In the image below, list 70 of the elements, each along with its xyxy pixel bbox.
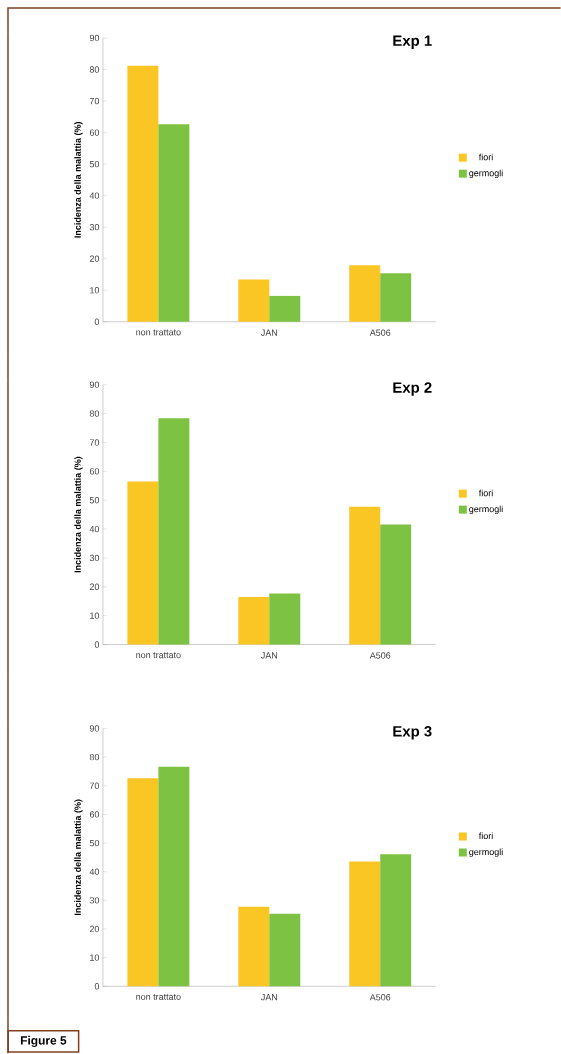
y-tick-label: 10 [89, 954, 99, 961]
y-tick-label: 80 [89, 753, 99, 761]
x-tick-label: A506 [369, 652, 391, 659]
x-tick-label: A506 [369, 994, 391, 1001]
bar [127, 65, 159, 322]
legend-label: germogli [469, 505, 503, 514]
bar [269, 295, 301, 322]
y-tick-label: 0 [94, 318, 99, 325]
y-tick-label: 0 [94, 983, 99, 990]
y-tick-label: 30 [89, 897, 99, 904]
y-axis-title: Incidenza della malattia (%) [74, 122, 83, 238]
bar [269, 593, 301, 645]
y-tick-label: 20 [89, 925, 99, 933]
y-tick-label: 90 [89, 381, 99, 388]
y-tick-label: 10 [89, 612, 99, 619]
y-tick-label: 10 [89, 287, 99, 294]
y-tick-label: 60 [89, 811, 99, 818]
bar [238, 596, 270, 645]
y-tick-label: 0 [94, 641, 99, 648]
y-axis-title: Incidenza della malattia (%) [74, 799, 83, 916]
y-tick-label: 30 [89, 554, 99, 562]
x-tick-label: JAN [260, 329, 277, 336]
x-tick-label: non trattato [136, 994, 181, 1000]
bar [158, 418, 190, 645]
y-tick-label: 60 [89, 129, 99, 136]
bar [380, 273, 412, 322]
bar [127, 778, 159, 987]
y-tick-label: 40 [89, 868, 99, 875]
y-tick-label: 80 [89, 66, 99, 73]
x-tick-label: JAN [260, 652, 277, 659]
x-tick-label: non trattato [136, 652, 181, 659]
bar [158, 124, 190, 322]
y-tick-label: 70 [89, 782, 99, 789]
y-tick-label: 50 [89, 839, 99, 847]
y-tick-label: 40 [89, 192, 99, 199]
y-tick-label: 70 [89, 439, 99, 446]
bar [158, 766, 190, 987]
y-tick-label: 20 [89, 583, 99, 590]
y-tick-label: 30 [89, 223, 99, 231]
y-tick-label: 20 [89, 255, 99, 262]
y-axis-title: Incidenza della malattia (%) [74, 456, 83, 573]
y-tick-label: 60 [89, 468, 99, 475]
legend-label: fiori [478, 153, 493, 161]
bar [269, 913, 301, 987]
x-tick-label: JAN [260, 994, 277, 1001]
chart-title: Exp 1 [393, 35, 432, 49]
y-tick-label: 50 [89, 497, 99, 504]
bar [238, 906, 270, 987]
y-tick-label: 50 [89, 160, 99, 168]
y-tick-label: 90 [89, 34, 99, 42]
legend-label: fiori [478, 489, 493, 497]
bar [349, 265, 381, 322]
bar [380, 524, 412, 645]
y-tick-label: 80 [89, 410, 99, 417]
bar [380, 854, 412, 987]
bar [349, 861, 381, 987]
chart-title: Exp 2 [393, 382, 432, 396]
x-tick-label: A506 [369, 329, 391, 336]
legend-label: germogli [469, 848, 503, 857]
bar [238, 279, 270, 322]
y-tick-label: 40 [89, 525, 99, 533]
x-tick-label: non trattato [136, 329, 181, 336]
bar [349, 506, 381, 645]
legend-label: fiori [478, 832, 493, 840]
bar [127, 481, 159, 645]
caption: Figure 5 [20, 1035, 67, 1048]
chart-title: Exp 3 [393, 726, 432, 740]
y-tick-label: 70 [89, 97, 99, 105]
legend-label: germogli [469, 169, 503, 179]
y-tick-label: 90 [89, 725, 99, 732]
